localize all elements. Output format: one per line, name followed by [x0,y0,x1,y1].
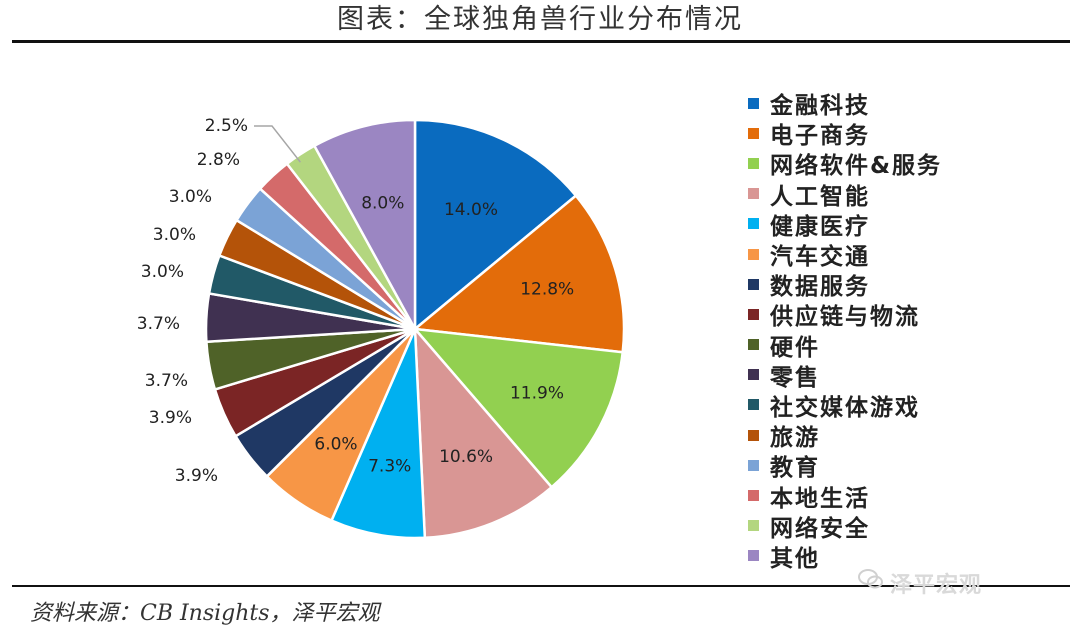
slice-data-label: 2.5% [205,116,248,136]
slice-data-label: 6.0% [314,435,357,455]
legend-item: 教育 [748,450,942,482]
watermark: 泽平宏观 [890,573,983,598]
legend-item: 人工智能 [748,179,942,210]
slice-data-label: 11.9% [510,383,564,403]
slice-data-label: 3.0% [141,262,184,282]
slice-data-label: 3.9% [149,408,192,428]
source-note: 资料来源：CB Insights，泽平宏观 [30,601,380,626]
legend-item: 硬件 [748,330,942,361]
legend-item: 健康医疗 [748,209,942,240]
legend-item: 其他 [748,541,942,572]
chart-title: 图表：全球独角兽行业分布情况 [337,4,743,35]
legend-swatch [748,127,759,139]
slice-data-label: 10.6% [439,447,493,467]
legend-label: 供应链与物流 [770,304,920,331]
top-rule [12,40,1070,43]
bottom-rule [12,585,1070,587]
legend-label: 零售 [770,364,820,391]
legend-label: 其他 [770,545,820,572]
slice-data-label: 3.9% [175,466,218,486]
slice-data-label: 8.0% [361,194,404,214]
legend-swatch [748,339,759,351]
pie-slice [411,193,626,354]
pie-slice [312,118,417,330]
legend-swatch [748,248,759,260]
pie-slice [413,118,578,332]
legend-swatch [748,429,759,441]
legend-label: 旅游 [770,425,820,452]
legend-swatch [748,490,759,502]
pie-slice [411,327,625,489]
legend-swatch [748,550,759,562]
slice-data-label: 7.3% [368,457,411,477]
legend-label: 金融科技 [770,93,870,120]
legend-item: 零售 [748,360,942,391]
legend-label: 汽车交通 [770,244,870,271]
legend-item: 电子商务 [748,118,942,150]
legend-swatch [748,97,759,109]
legend-label: 社交媒体游戏 [770,394,920,421]
slice-data-label: 2.8% [197,150,240,170]
legend-label: 数据服务 [770,274,870,301]
legend-label: 网络安全 [770,515,870,542]
legend-swatch [748,218,759,230]
legend-swatch [748,520,759,532]
legend-swatch [748,278,759,290]
slice-data-label: 3.7% [137,314,180,334]
legend-item: 旅游 [748,420,942,452]
legend-label: 硬件 [770,334,820,361]
legend-label: 电子商务 [770,123,870,150]
legend-label: 网络软件&服务 [770,153,943,180]
legend-item: 社交媒体游戏 [748,390,942,421]
slice-data-label: 14.0% [444,200,498,220]
legend-label: 教育 [770,455,820,482]
leader-line [254,125,301,163]
pie-slice [413,325,554,540]
legend-item: 汽车交通 [748,239,942,271]
legend-swatch [748,369,759,381]
legend-swatch [748,308,759,320]
legend-swatch [748,188,759,200]
legend-label: 健康医疗 [770,213,870,240]
legend-label: 人工智能 [770,183,870,210]
legend-swatch [748,399,759,411]
legend-label: 本地生活 [770,485,870,512]
legend-item: 供应链与物流 [748,299,942,331]
legend-item: 本地生活 [748,480,942,512]
slice-data-label: 3.0% [169,187,212,207]
slice-data-label: 3.0% [153,225,196,245]
legend-item: 网络安全 [748,511,942,542]
slice-data-label: 3.7% [145,371,188,391]
legend-item: 数据服务 [748,269,942,301]
wechat-icon [858,569,883,589]
chart-legend: 金融科技电子商务网络软件&服务 人工智能健康医疗汽车交通数据服务供应链与物流 硬件零… [748,88,943,572]
legend-item: 网络软件&服务 [748,148,943,180]
legend-item: 金融科技 [748,88,942,120]
legend-swatch [748,157,759,169]
legend-swatch [748,459,759,471]
slice-data-label: 12.8% [520,280,574,300]
